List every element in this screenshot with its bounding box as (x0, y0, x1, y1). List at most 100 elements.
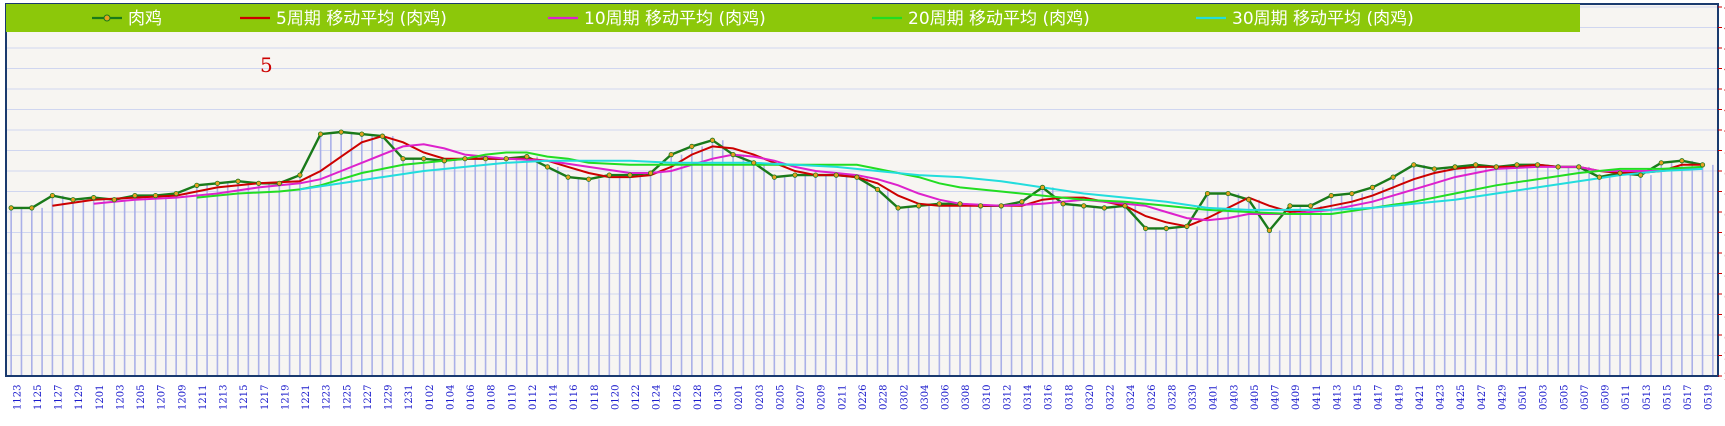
x-tick-label: 0201 (734, 385, 745, 410)
x-tick-label: 0205 (776, 385, 787, 410)
x-tick-label: 1223 (322, 385, 333, 410)
data-point (1555, 164, 1561, 170)
legend-label: 30周期 移动平均 (肉鸡) (1232, 9, 1414, 29)
data-point (317, 131, 324, 137)
data-point (1081, 203, 1087, 209)
data-point (833, 172, 839, 178)
data-point (1246, 197, 1252, 203)
data-point (647, 170, 654, 176)
data-point (1328, 193, 1334, 199)
x-tick-label: 0415 (1353, 385, 1364, 410)
data-point (359, 131, 365, 137)
data-point (1204, 190, 1211, 197)
x-tick-label: 1207 (157, 385, 168, 410)
data-point (812, 172, 819, 178)
x-tick-label: 1231 (404, 385, 415, 410)
x-tick-label: 0211 (837, 385, 848, 410)
x-tick-label: 0425 (1456, 385, 1467, 410)
x-tick-label: 0228 (879, 385, 890, 410)
data-point (998, 203, 1004, 209)
data-point (895, 205, 901, 211)
data-point (524, 154, 530, 160)
data-point (1617, 170, 1623, 176)
data-point (482, 156, 489, 162)
x-tick-label: 0513 (1642, 385, 1653, 410)
x-tick-label: 1215 (239, 385, 250, 410)
data-point (792, 172, 798, 178)
x-tick-label: 1125 (33, 385, 44, 410)
x-tick-label: 1127 (54, 385, 65, 410)
data-point (152, 193, 159, 199)
data-point (1039, 184, 1046, 190)
x-tick-label: 0515 (1662, 385, 1673, 410)
x-tick-label: 0122 (631, 385, 642, 410)
data-point (586, 176, 592, 182)
x-tick-label: 1201 (95, 385, 106, 410)
data-point (1411, 162, 1417, 168)
data-point (1287, 203, 1293, 209)
x-tick-label: 0110 (507, 385, 518, 410)
data-point (1514, 162, 1520, 168)
data-point (132, 193, 138, 199)
x-tick-label: 0519 (1704, 385, 1715, 410)
data-point (1184, 223, 1190, 229)
series-line (93, 143, 1703, 222)
data-point (379, 133, 386, 139)
x-tick-label: 0419 (1394, 385, 1405, 410)
data-point (1431, 166, 1437, 172)
data-point (1638, 172, 1644, 178)
x-tick-label: 0324 (1126, 385, 1137, 410)
data-point (1679, 158, 1685, 164)
x-tick-label: 1229 (384, 385, 395, 410)
data-point (235, 178, 241, 184)
x-tick-label: 1219 (281, 385, 292, 410)
data-point (936, 201, 942, 207)
data-point (1225, 190, 1231, 197)
x-tick-label: 0403 (1229, 385, 1240, 410)
data-point (214, 180, 221, 186)
x-tick-label: 0509 (1601, 385, 1612, 410)
data-point (111, 197, 117, 203)
x-tick-label: 0423 (1436, 385, 1447, 410)
data-point (1266, 227, 1272, 234)
x-tick-label: 1209 (177, 385, 188, 410)
data-point (1699, 162, 1706, 168)
data-point (730, 152, 736, 158)
x-tick-label: 0427 (1477, 385, 1488, 410)
x-tick-label: 0312 (1002, 385, 1013, 410)
data-point (503, 156, 509, 162)
data-point (544, 164, 551, 170)
x-tick-label: 0304 (920, 385, 931, 410)
data-point (8, 205, 14, 211)
x-tick-label: 0417 (1374, 385, 1385, 410)
x-tick-label: 1211 (198, 385, 209, 410)
data-point (1534, 162, 1541, 168)
x-tick-label: 0306 (941, 385, 952, 410)
x-tick-label: 1123 (12, 385, 23, 410)
data-point (297, 172, 303, 178)
data-point (606, 172, 612, 178)
x-tick-label: 0401 (1209, 385, 1220, 410)
x-tick-label: 1203 (115, 385, 126, 410)
data-point (854, 174, 860, 180)
x-tick-label: 0501 (1518, 385, 1529, 410)
data-point (709, 137, 716, 143)
data-point (1473, 162, 1479, 168)
x-tick-label: 0326 (1147, 385, 1158, 410)
x-tick-label: 0104 (446, 385, 457, 410)
x-tick-label: 1205 (136, 385, 147, 410)
x-tick-label: 0126 (672, 385, 683, 410)
x-tick-label: 1213 (219, 385, 230, 410)
x-tick-label: 0407 (1271, 385, 1282, 410)
data-point (1143, 225, 1149, 231)
x-tick-label: 0322 (1106, 385, 1117, 410)
x-tick-label: 0203 (755, 385, 766, 410)
x-tick-label: 0112 (528, 385, 539, 410)
data-point (978, 203, 984, 209)
x-tick-label: 0330 (1188, 385, 1199, 410)
data-point (49, 193, 56, 199)
x-tick-label: 0320 (1085, 385, 1096, 410)
series-line (299, 159, 1703, 211)
data-point (1060, 201, 1066, 207)
data-point (668, 152, 674, 158)
